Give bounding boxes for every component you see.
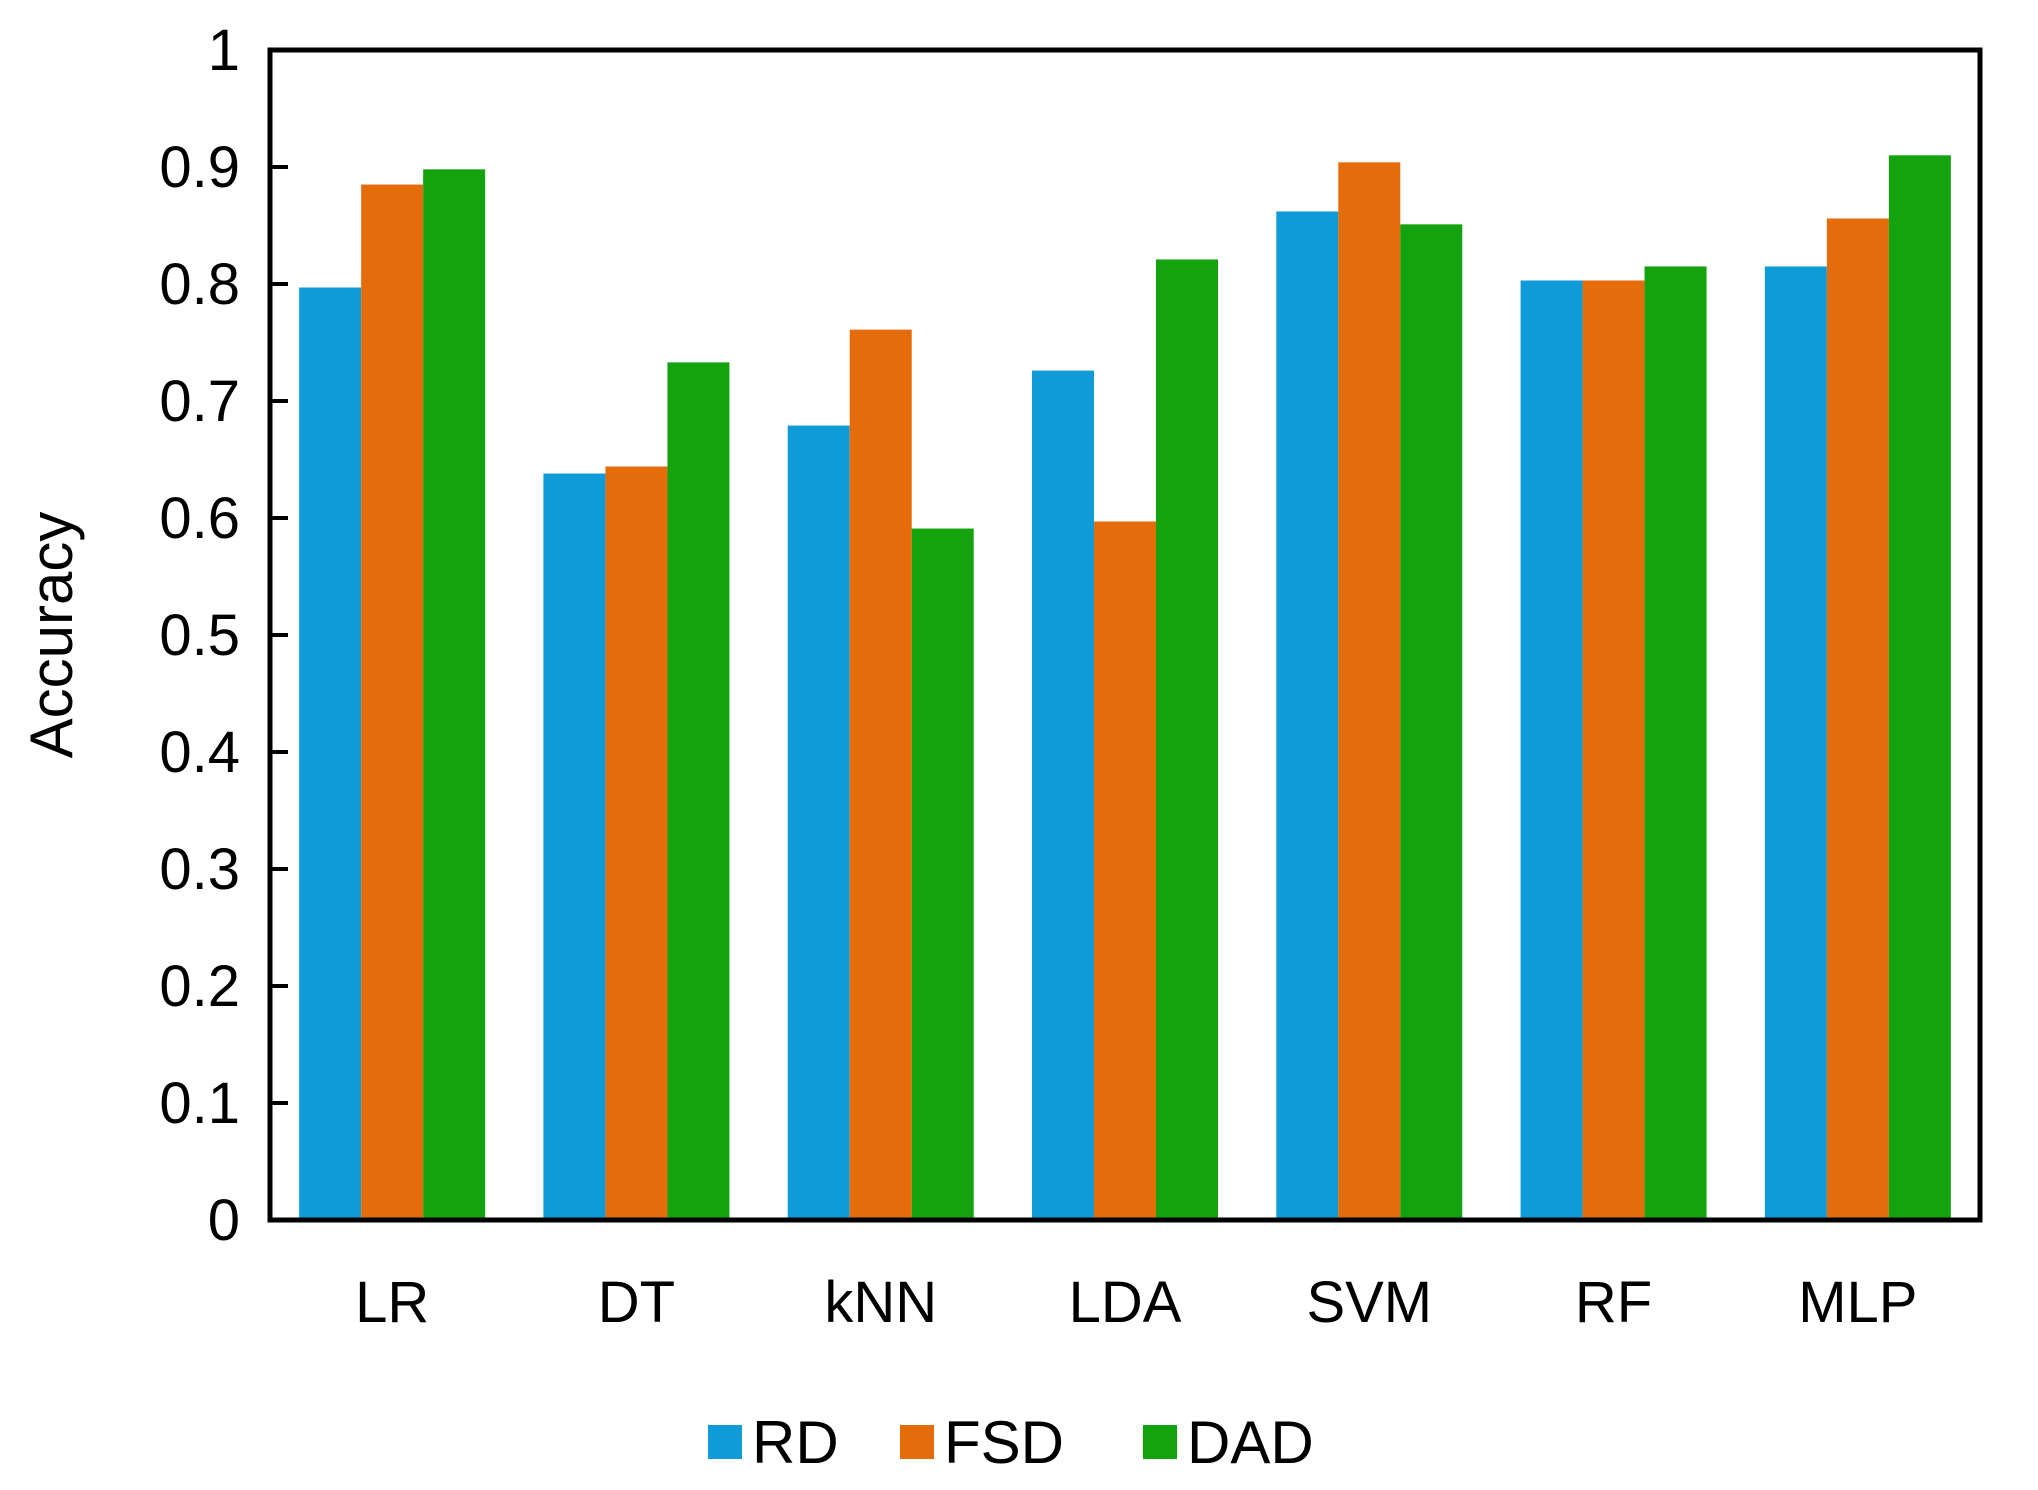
bar-rd-svm [1276, 211, 1339, 1220]
y-tick-label: 0.2 [159, 954, 240, 1019]
bar-fsd-lda [1094, 521, 1156, 1220]
bar-rd-lr [299, 287, 362, 1220]
y-tick-label: 0.6 [159, 486, 240, 551]
bar-dad-knn [911, 528, 974, 1220]
bar-dad-lda [1156, 259, 1218, 1220]
legend: RD FSD DAD [708, 1409, 1314, 1476]
bar-rd-dt [543, 473, 606, 1220]
x-tick-label-dt: DT [598, 1270, 675, 1335]
bar-dad-rf [1644, 266, 1707, 1220]
bar-dad-dt [667, 362, 730, 1220]
bar-fsd-svm [1338, 162, 1401, 1220]
bar-fsd-rf [1582, 280, 1645, 1220]
legend-swatch-rd [708, 1425, 742, 1459]
bar-rd-lda [1032, 370, 1094, 1221]
legend-swatch-dad [1143, 1425, 1177, 1459]
y-tick-label: 0.8 [159, 252, 240, 317]
bar-rd-rf [1520, 280, 1583, 1220]
bar-rd-mlp [1764, 266, 1827, 1220]
bar-fsd-knn [849, 329, 912, 1220]
bar-fsd-lr [361, 184, 424, 1220]
x-axis-labels: LR DT kNN LDA SVM RF MLP [355, 1270, 1917, 1335]
legend-label-dad: DAD [1187, 1409, 1314, 1476]
bar-dad-svm [1400, 224, 1463, 1220]
bars-group [299, 155, 1951, 1221]
x-tick-label-svm: SVM [1306, 1270, 1432, 1335]
legend-label-rd: RD [752, 1409, 839, 1476]
y-axis-title: Accuracy [18, 512, 85, 759]
bar-dad-mlp [1888, 155, 1951, 1220]
y-tick-label: 0 [208, 1188, 240, 1253]
y-axis-ticks: 0 0.1 0.2 0.3 0.4 0.5 0.6 0.7 0.8 0.9 1 [159, 18, 288, 1253]
y-tick-label: 0.5 [159, 603, 240, 668]
legend-swatch-fsd [900, 1425, 934, 1459]
x-tick-label-rf: RF [1575, 1270, 1652, 1335]
bar-rd-knn [787, 425, 850, 1220]
y-tick-label: 0.9 [159, 135, 240, 200]
y-tick-label: 0.7 [159, 369, 240, 434]
y-tick-label: 0.3 [159, 837, 240, 902]
bar-dad-lr [423, 169, 486, 1221]
y-tick-label: 1 [208, 18, 240, 83]
x-tick-label-mlp: MLP [1798, 1270, 1917, 1335]
x-tick-label-lr: LR [355, 1270, 429, 1335]
legend-label-fsd: FSD [944, 1409, 1064, 1476]
bar-fsd-dt [605, 466, 668, 1220]
y-tick-label: 0.4 [159, 720, 240, 785]
x-tick-label-knn: kNN [824, 1270, 937, 1335]
x-tick-label-lda: LDA [1069, 1270, 1182, 1335]
bar-fsd-mlp [1826, 218, 1889, 1221]
y-tick-label: 0.1 [159, 1071, 240, 1136]
